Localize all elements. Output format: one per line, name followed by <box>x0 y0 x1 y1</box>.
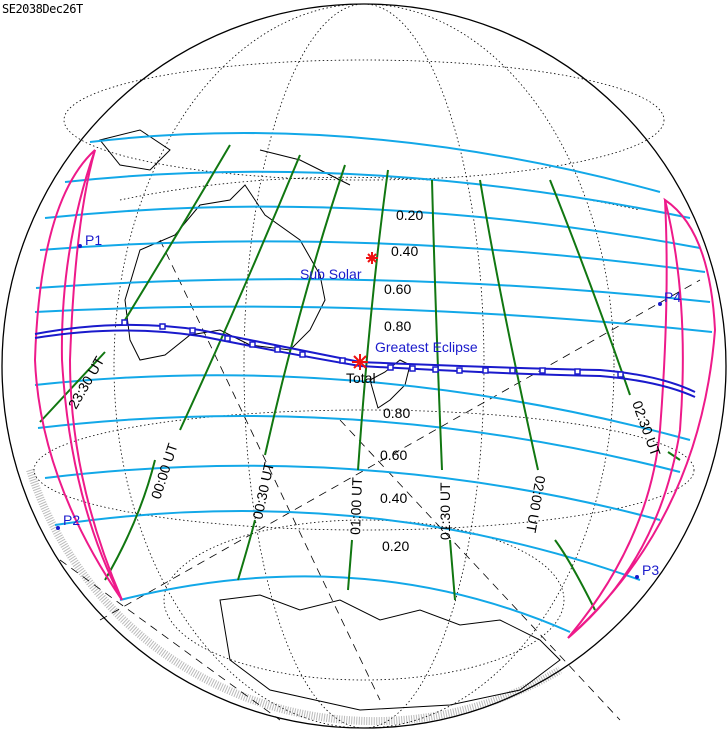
antarctica-coast <box>219 594 561 711</box>
contact-points <box>56 244 662 579</box>
limit-curves <box>33 149 717 639</box>
mag-label-n-060: 0.60 <box>384 281 411 297</box>
mag-label-s-020: 0.20 <box>382 538 409 554</box>
time-label-0100: 01:00 UT <box>347 477 365 536</box>
mag-label-s-080: 0.80 <box>383 405 410 421</box>
mag-label-s-060: 0.60 <box>380 447 407 463</box>
map-title: SE2038Dec26T <box>2 2 83 16</box>
time-label-0230: 02:30 UT <box>629 399 664 459</box>
eclipse-type-label: Total <box>346 370 376 386</box>
magnitude-curves <box>34 132 713 633</box>
p4-label: P4 <box>664 289 681 305</box>
mag-label-n-040: 0.40 <box>391 243 418 259</box>
sub-solar-marker <box>366 252 378 264</box>
time-curves <box>39 144 681 611</box>
p1-label: P1 <box>85 232 102 248</box>
mag-label-n-080: 0.80 <box>384 318 411 334</box>
p2-label: P2 <box>63 512 80 528</box>
sub-solar-label: Sub Solar <box>300 266 362 282</box>
australia-coast <box>124 184 326 361</box>
coastlines <box>99 129 561 711</box>
greatest-eclipse-marker <box>352 354 368 370</box>
night-shading <box>26 468 563 726</box>
time-label-0130: 01:30 UT <box>437 482 453 540</box>
mag-label-n-020: 0.20 <box>396 207 423 223</box>
greatest-eclipse-label: Greatest Eclipse <box>375 339 478 355</box>
mag-label-s-040: 0.40 <box>380 490 407 506</box>
time-label-0200: 02:00 UT <box>523 474 549 534</box>
p3-label: P3 <box>642 562 659 578</box>
